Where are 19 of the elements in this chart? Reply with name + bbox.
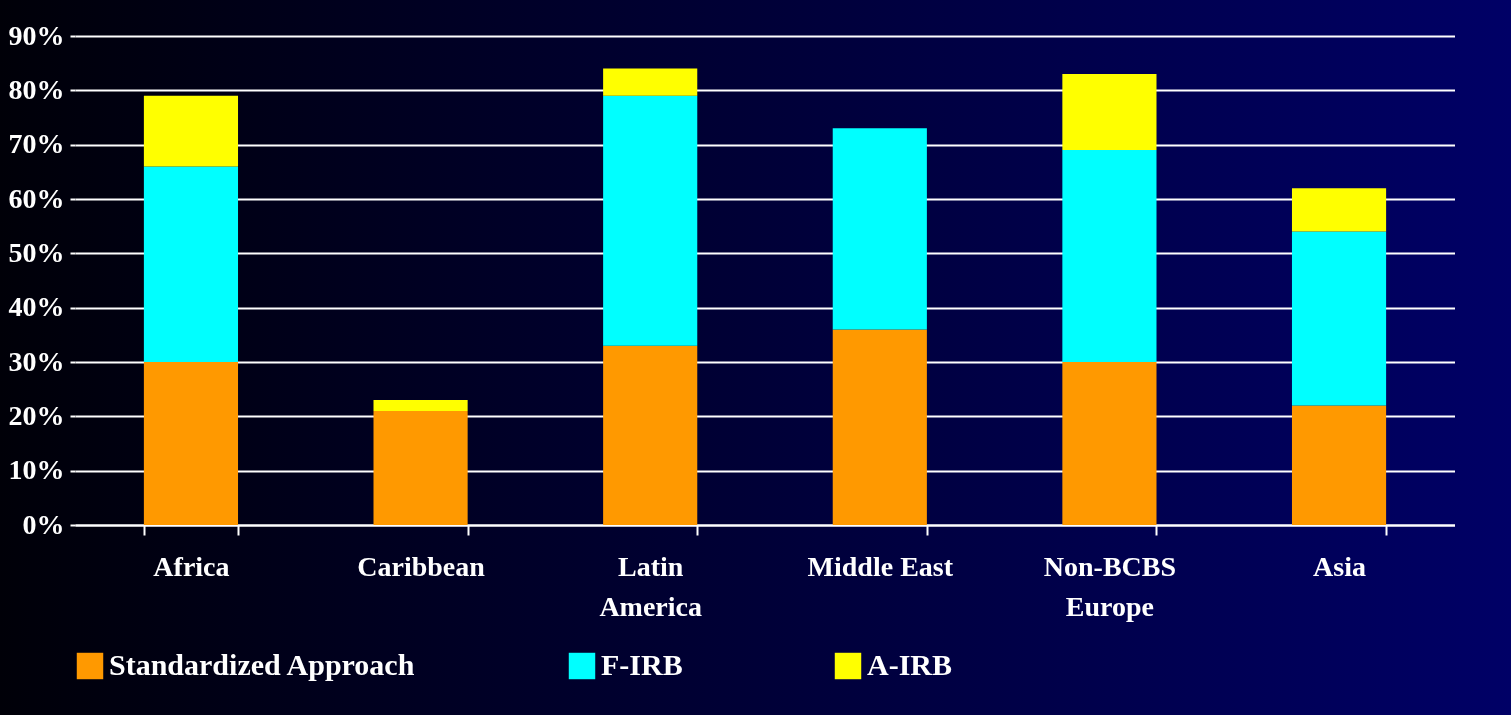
x-tick-label: Africa	[153, 550, 230, 582]
x-tick-label: Non-BCBS Europe	[1043, 550, 1177, 622]
y-tick-label: 40%	[8, 291, 65, 323]
x-tick-label: Caribbean	[357, 550, 486, 582]
x-tick-label: Asia	[1313, 550, 1366, 582]
legend-label: F-IRB	[601, 648, 683, 681]
y-tick-label: 60%	[8, 182, 65, 214]
legend-label: A-IRB	[867, 648, 953, 681]
y-tick-label: 70%	[8, 128, 65, 160]
y-tick-label: 0%	[22, 508, 65, 540]
legend-label: Standardized Approach	[109, 648, 415, 681]
y-tick-label: 20%	[8, 399, 65, 431]
y-tick-label: 90%	[8, 19, 65, 51]
x-tick-label: Latin America	[599, 550, 702, 622]
y-tick-label: 50%	[8, 236, 65, 268]
y-tick-label: 30%	[8, 345, 65, 377]
y-tick-label: 80%	[8, 73, 65, 105]
x-tick-label: Middle East	[807, 550, 954, 582]
y-tick-label: 10%	[8, 454, 65, 486]
